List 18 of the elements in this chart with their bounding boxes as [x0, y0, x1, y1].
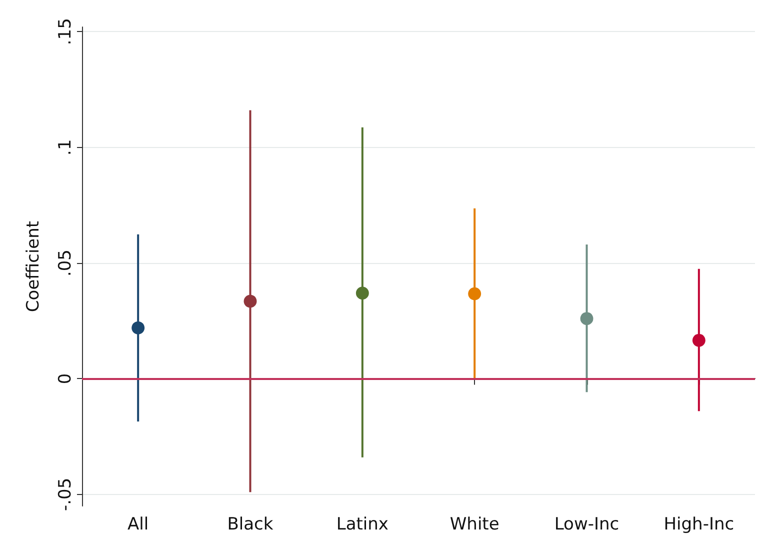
y-tick-label: -.05 — [56, 478, 76, 512]
x-tick-label: All — [128, 514, 149, 534]
point — [244, 294, 257, 308]
y-tick-label: .05 — [56, 250, 76, 277]
point — [468, 287, 482, 300]
point — [356, 286, 369, 300]
y-tick-label: .15 — [56, 18, 76, 46]
x-tick-label: Latinx — [336, 514, 388, 534]
point — [132, 321, 145, 334]
point — [692, 334, 706, 347]
y-tick-label: .1 — [56, 139, 76, 156]
x-tick-label: Low-Inc — [554, 514, 620, 534]
x-tick-label: Black — [227, 514, 274, 534]
y-axis-title: Coefficient — [24, 220, 44, 312]
y-tick-label: 0 — [56, 373, 76, 384]
point — [580, 312, 594, 326]
x-tick-label: High-Inc — [664, 514, 734, 534]
x-tick-label: White — [450, 514, 500, 534]
